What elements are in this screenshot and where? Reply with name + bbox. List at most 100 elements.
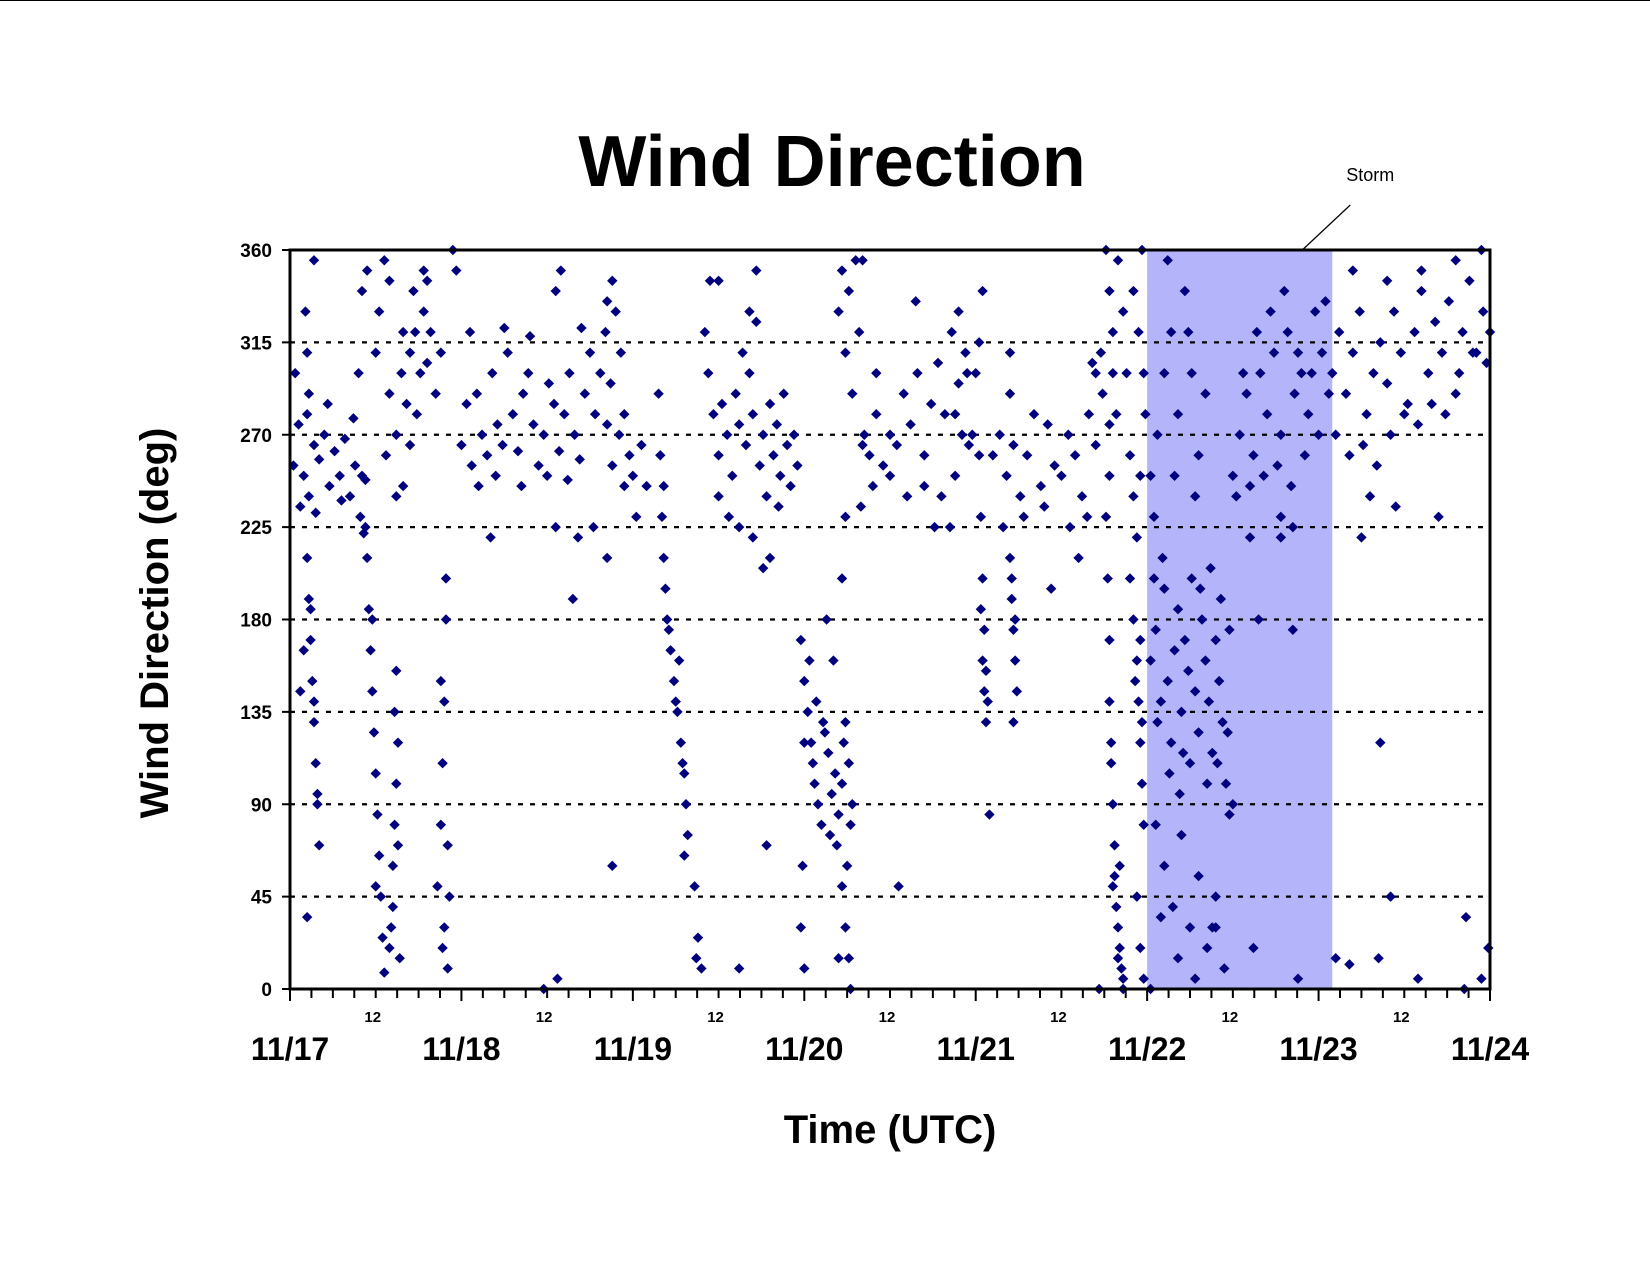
data-point xyxy=(1388,306,1400,317)
data-point xyxy=(1200,655,1211,666)
data-point xyxy=(1176,829,1187,841)
data-point xyxy=(588,521,599,533)
data-point xyxy=(1193,727,1204,738)
data-point xyxy=(679,850,690,861)
data-point xyxy=(295,686,306,697)
data-point xyxy=(1159,860,1170,872)
data-point xyxy=(601,419,613,430)
data-point xyxy=(1076,491,1088,502)
data-point xyxy=(799,675,810,687)
data-point xyxy=(826,788,837,800)
x-major-tick-label: 11/24 xyxy=(1451,1031,1530,1067)
data-point xyxy=(1222,727,1233,738)
data-point xyxy=(451,265,462,276)
data-point xyxy=(977,573,988,584)
data-point xyxy=(944,521,956,533)
data-point xyxy=(679,768,690,779)
data-point xyxy=(912,367,923,379)
data-point xyxy=(1200,388,1211,399)
data-point xyxy=(867,480,879,492)
data-point xyxy=(744,306,755,317)
data-point xyxy=(1483,942,1494,954)
data-point xyxy=(1140,409,1151,420)
data-point xyxy=(1303,409,1314,420)
data-point xyxy=(730,388,741,399)
data-point xyxy=(396,367,407,379)
data-point xyxy=(567,593,579,605)
data-point xyxy=(305,604,316,615)
data-point xyxy=(919,480,930,492)
data-point xyxy=(295,501,306,512)
data-point xyxy=(658,480,669,492)
data-point xyxy=(1164,768,1175,779)
data-point xyxy=(747,532,759,543)
data-point xyxy=(1296,367,1307,379)
data-point xyxy=(960,347,971,358)
data-point xyxy=(1102,573,1113,584)
data-point xyxy=(936,491,947,502)
data-point xyxy=(845,819,856,830)
data-point xyxy=(569,429,580,440)
data-point xyxy=(293,419,304,430)
data-point xyxy=(310,757,321,769)
data-point xyxy=(1035,480,1047,492)
data-point xyxy=(1292,973,1304,984)
data-point xyxy=(1219,963,1230,974)
data-point xyxy=(821,614,832,625)
data-point xyxy=(744,367,755,379)
data-point xyxy=(1116,963,1127,974)
data-point xyxy=(516,480,527,492)
data-point xyxy=(713,275,724,286)
data-point xyxy=(1201,778,1213,789)
data-point xyxy=(481,450,493,461)
data-point xyxy=(430,388,441,399)
data-point xyxy=(1009,655,1021,666)
data-point xyxy=(984,809,995,820)
y-axis-ticks: 0 45 90 135 180 225 270 315 360 xyxy=(240,241,290,1001)
data-point xyxy=(589,409,601,420)
data-point xyxy=(1136,716,1148,728)
data-point xyxy=(1114,860,1125,872)
data-point xyxy=(980,665,992,677)
data-point xyxy=(1241,388,1252,399)
data-point xyxy=(1128,614,1139,625)
data-point xyxy=(1189,973,1201,984)
data-point xyxy=(298,470,309,482)
data-point xyxy=(307,675,318,687)
data-point xyxy=(303,491,315,502)
data-point xyxy=(1138,367,1149,379)
data-point xyxy=(1114,942,1125,954)
data-point xyxy=(1145,470,1156,482)
data-point xyxy=(435,675,447,687)
data-point xyxy=(661,614,673,625)
data-point xyxy=(893,881,904,892)
data-point xyxy=(550,521,561,533)
data-point xyxy=(301,552,313,564)
data-point xyxy=(819,727,831,738)
data-point xyxy=(502,347,513,358)
data-point xyxy=(421,357,433,369)
data-point xyxy=(404,347,416,358)
data-point xyxy=(1381,378,1393,389)
data-point xyxy=(595,367,606,379)
data-point xyxy=(1157,552,1168,564)
data-point xyxy=(653,388,664,399)
data-point xyxy=(1212,757,1223,769)
data-point xyxy=(1347,265,1359,276)
data-point xyxy=(970,367,981,379)
data-point xyxy=(799,963,810,974)
data-point xyxy=(615,347,627,358)
data-point xyxy=(1109,870,1120,882)
data-point xyxy=(389,819,400,830)
y-axis-title: Wind Direction (deg) xyxy=(133,428,177,819)
data-point xyxy=(298,645,309,656)
data-point xyxy=(1323,388,1335,399)
data-point xyxy=(370,768,381,779)
data-point xyxy=(492,419,503,430)
data-point xyxy=(829,768,841,779)
data-point xyxy=(579,388,591,399)
data-point xyxy=(329,445,340,457)
data-point xyxy=(305,634,316,646)
data-point xyxy=(1138,973,1149,984)
data-point xyxy=(473,480,484,492)
